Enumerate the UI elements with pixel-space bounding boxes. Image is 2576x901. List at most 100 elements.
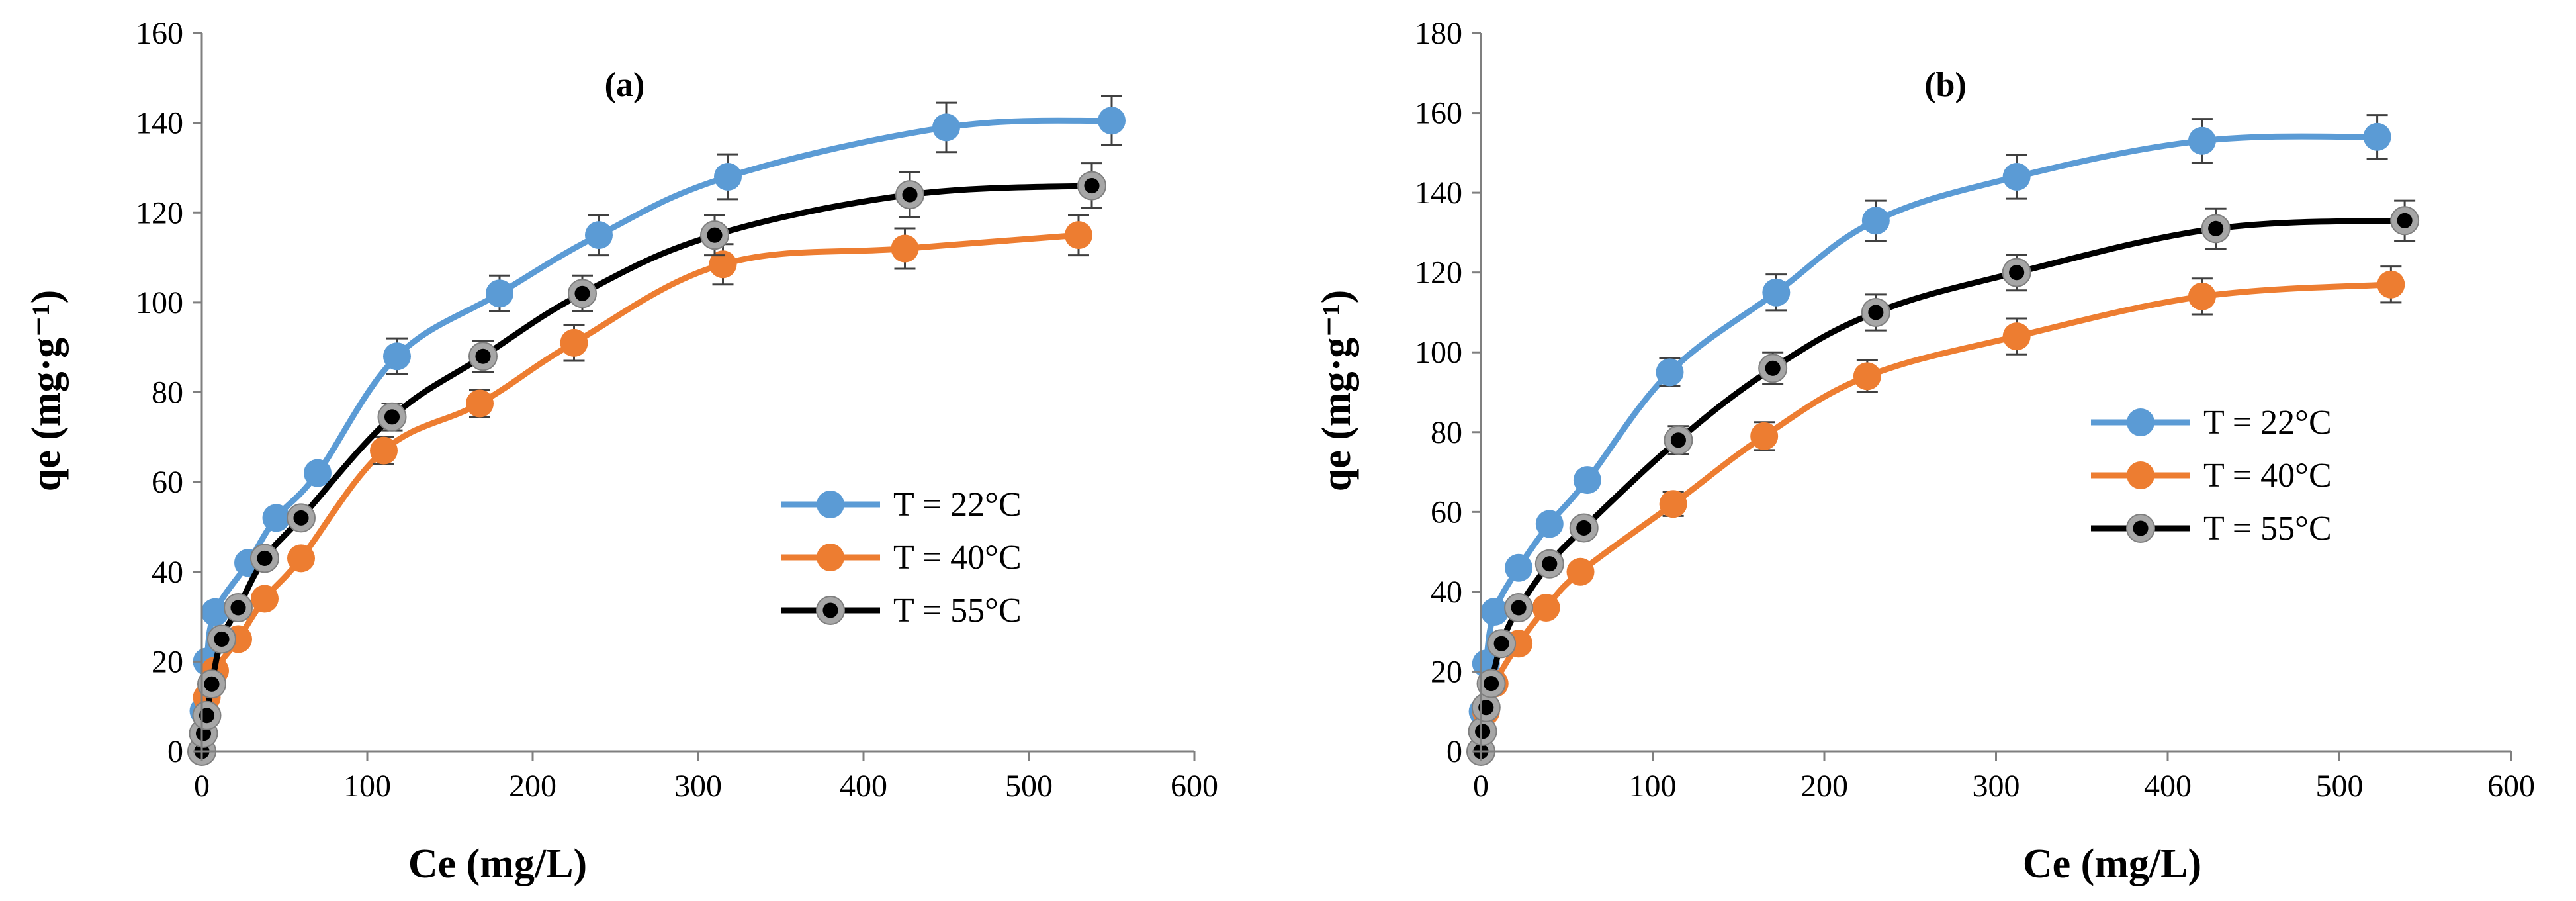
data-point — [304, 459, 332, 487]
data-point — [932, 113, 960, 142]
data-point — [486, 279, 513, 308]
panel-label-a: (a) — [605, 66, 645, 104]
data-point — [891, 234, 919, 263]
y-tick-label: 80 — [1431, 415, 1462, 450]
data-point — [1853, 362, 1881, 391]
chart-panel-a: 0 20 40 60 80 100 120 140 160 0 100 200 300 400 500 600… — [24, 16, 1218, 886]
x-tick-label: 200 — [1800, 769, 1848, 804]
y-tick-label: 160 — [136, 16, 183, 51]
legend-entry-1: T = 22°C — [781, 486, 1022, 524]
data-point-core — [2009, 265, 2025, 281]
y-tick-label: 180 — [1415, 16, 1462, 51]
data-point-core — [1484, 675, 1499, 692]
data-point — [1532, 594, 1560, 622]
y-tick-label: 0 — [167, 734, 183, 769]
y-tick-label: 120 — [136, 195, 183, 230]
data-point-core — [2208, 220, 2224, 236]
data-point-core — [1511, 600, 1527, 616]
series-layer-a — [187, 95, 1126, 766]
data-point — [370, 436, 398, 465]
data-point — [2363, 122, 2391, 151]
data-point-core — [1542, 556, 1558, 572]
y-tick-label: 120 — [1415, 256, 1462, 291]
data-point — [1065, 221, 1092, 250]
data-point — [1480, 598, 1509, 626]
data-point — [1659, 490, 1687, 518]
legend-a: T = 22°C T = 40°C T = 55°C — [781, 486, 1022, 630]
y-tick-label: 0 — [1446, 734, 1462, 769]
data-point — [2188, 126, 2216, 155]
data-point-core — [204, 676, 220, 692]
series-line — [199, 117, 1112, 752]
x-tick-label: 400 — [2144, 769, 2192, 804]
series-a-1 — [188, 95, 1126, 765]
legend-marker — [2127, 461, 2154, 489]
legend-marker-core — [2133, 520, 2149, 536]
legend-entry-2: T = 40°C — [781, 539, 1022, 577]
data-point-core — [1765, 360, 1781, 376]
data-point — [1656, 358, 1684, 387]
legend-label: T = 22°C — [893, 486, 1022, 524]
y-tick-label: 80 — [152, 375, 183, 410]
y-tick-label: 20 — [152, 644, 183, 679]
panel-label-b: (b) — [1924, 66, 1967, 104]
data-point-core — [1493, 636, 1509, 651]
data-point-core — [707, 227, 723, 243]
data-point-core — [230, 600, 246, 616]
y-tick-label: 40 — [1431, 575, 1462, 610]
data-point-core — [902, 187, 918, 203]
data-point — [466, 389, 494, 418]
legend-entry-3: T = 55°C — [2091, 510, 2332, 547]
legend-marker — [817, 491, 844, 518]
y-tick-label: 20 — [1431, 654, 1462, 689]
data-point-core — [384, 409, 400, 425]
x-tick-label: 300 — [1973, 769, 2020, 804]
data-point — [1861, 207, 1890, 235]
data-point-core — [199, 708, 215, 724]
data-point — [2377, 270, 2405, 299]
x-tick-label: 200 — [509, 769, 556, 804]
data-point — [1573, 466, 1601, 495]
data-point-core — [1576, 520, 1592, 536]
data-point — [1505, 553, 1533, 582]
x-tick-label: 100 — [1629, 769, 1677, 804]
data-point-core — [1084, 178, 1100, 194]
data-point-core — [574, 285, 590, 301]
y-tick-label: 60 — [1431, 495, 1462, 530]
data-point — [383, 342, 411, 371]
x-tick-label: 0 — [194, 769, 210, 804]
legend-b: T = 22°C T = 40°C T = 55°C — [2091, 404, 2332, 547]
y-tick-label: 140 — [1415, 175, 1462, 211]
data-point — [251, 585, 279, 613]
x-tick-label: 600 — [1171, 769, 1218, 804]
legend-label: T = 55°C — [893, 592, 1022, 630]
legend-label: T = 55°C — [2203, 510, 2332, 547]
legend-label: T = 40°C — [893, 539, 1022, 577]
data-point — [2002, 322, 2031, 351]
x-tick-label: 100 — [343, 769, 391, 804]
legend-entry-2: T = 40°C — [2091, 457, 2332, 495]
y-tick-label: 140 — [136, 106, 183, 141]
series-line — [1478, 133, 2377, 752]
data-point — [709, 250, 737, 279]
x-axis-title-b: Ce (mg/L) — [2023, 841, 2201, 886]
y-tick-label: 60 — [152, 465, 183, 500]
data-point — [1535, 510, 1564, 538]
y-tick-label: 160 — [1415, 96, 1462, 131]
legend-marker — [817, 544, 844, 571]
x-tick-label: 400 — [840, 769, 887, 804]
x-tick-label: 300 — [674, 769, 722, 804]
x-axis-title-a: Ce (mg/L) — [408, 841, 587, 886]
data-point-core — [2397, 213, 2413, 228]
legend-label: T = 22°C — [2203, 404, 2332, 442]
data-point-core — [475, 348, 491, 364]
data-point-core — [1868, 305, 1884, 320]
y-axis-title-a: qe (mg·g⁻¹) — [24, 290, 69, 491]
legend-marker-core — [822, 602, 838, 618]
data-point-core — [293, 510, 309, 526]
x-tick-label: 600 — [2487, 769, 2535, 804]
series-line — [199, 183, 1092, 752]
data-point-core — [257, 550, 273, 566]
data-point — [560, 328, 588, 357]
